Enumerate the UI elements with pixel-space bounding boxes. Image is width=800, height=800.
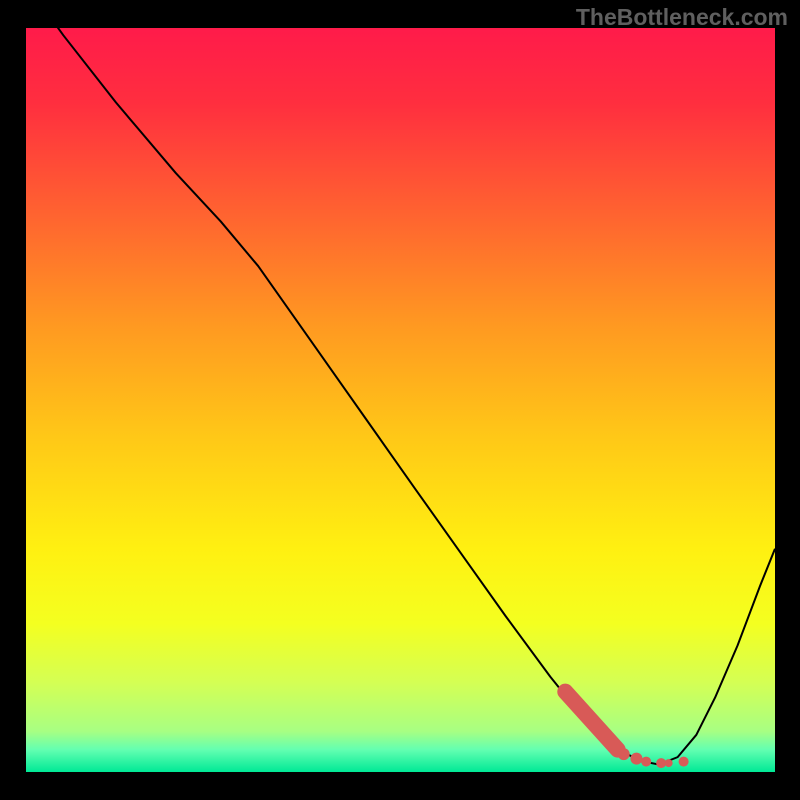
- gradient-background: [26, 28, 775, 772]
- highlight-dot: [630, 753, 642, 765]
- highlight-dot: [679, 757, 689, 767]
- chart-plot-area: [26, 28, 775, 772]
- highlight-dot: [641, 757, 651, 767]
- highlight-dot: [618, 748, 630, 760]
- highlight-dot: [665, 759, 673, 767]
- chart-svg: [26, 28, 775, 772]
- watermark-text: TheBottleneck.com: [576, 4, 788, 31]
